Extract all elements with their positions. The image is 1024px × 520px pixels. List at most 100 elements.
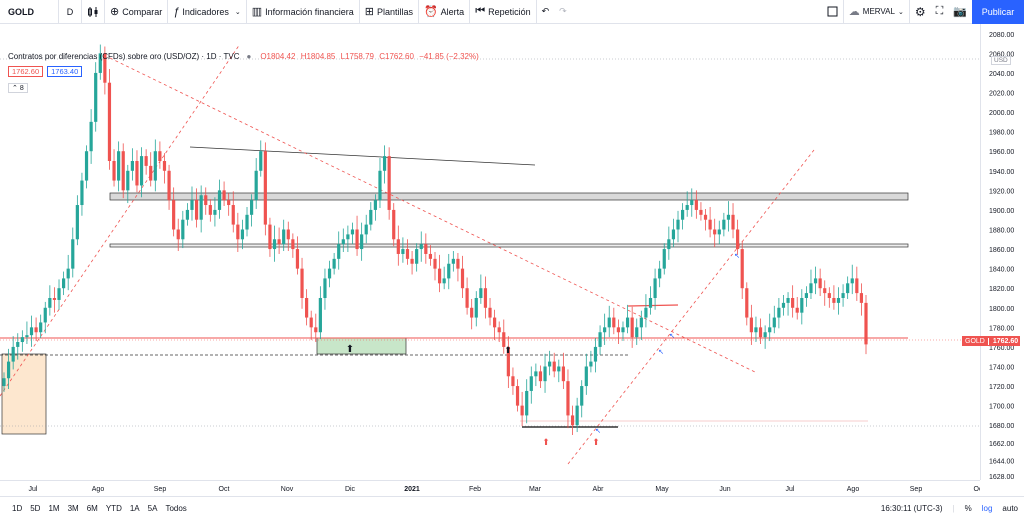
candle [295, 236, 300, 275]
candle-body [6, 361, 11, 379]
candle-body [538, 371, 543, 382]
candle [263, 142, 267, 236]
candle [598, 325, 602, 355]
candle-body [437, 268, 442, 284]
candle-body [204, 195, 208, 206]
red-marker-line[interactable] [627, 304, 679, 307]
candle-body [346, 234, 350, 240]
undo-button[interactable]: ↶ [537, 0, 555, 24]
time-axis[interactable]: Jul Ago Sep Oct Nov Dic 2021 Feb Mar Abr May Jun Jul… [0, 480, 983, 494]
percent-toggle[interactable]: % [964, 504, 972, 513]
separator [535, 0, 537, 24]
time-tick-label: Jun [719, 486, 730, 493]
range-button[interactable]: 1D [12, 504, 23, 513]
financials-button[interactable]: ▥ Información financiera [247, 0, 359, 24]
candle-body [772, 317, 776, 328]
range-button[interactable]: Todos [165, 504, 187, 513]
candle-body [855, 278, 859, 294]
range-button[interactable]: 3M [67, 504, 79, 513]
layout-button[interactable]: ☁ MERVAL ⌄ [844, 0, 909, 24]
support-zone[interactable] [109, 243, 909, 248]
compare-button[interactable]: ⊕ Comparar [105, 0, 167, 24]
auto-toggle[interactable]: auto [1002, 504, 1018, 513]
indicators-button[interactable]: ƒ Indicadores ⌄ [168, 0, 246, 24]
price-chart[interactable]: ⬆ ⬆ ⬆ ⬆ ↖ ↖ ↖ ↖ [0, 24, 980, 480]
range-button[interactable]: 5D [30, 504, 41, 513]
publish-button[interactable]: Publicar [972, 0, 1024, 24]
chart-type-button[interactable] [82, 0, 104, 24]
candle [121, 143, 125, 199]
eye-icon[interactable]: ● [246, 52, 252, 61]
price-axis[interactable]: 2080.00 2060.00 2040.00 2020.00 2000.00 1980.… [980, 24, 1024, 481]
candle [158, 141, 162, 169]
range-button[interactable]: 1A [129, 504, 140, 513]
candle [185, 203, 190, 226]
redo-button[interactable]: ↷ [554, 0, 572, 24]
candle [667, 226, 671, 260]
candle-body [89, 121, 93, 152]
range-button[interactable]: 6M [86, 504, 98, 513]
range-button[interactable]: 1M [48, 504, 60, 513]
candle-body [667, 239, 671, 250]
candle [662, 243, 666, 275]
fullscreen-square-button[interactable] [822, 0, 843, 24]
candle [153, 139, 157, 192]
candle-body [410, 258, 414, 264]
candle [644, 294, 648, 328]
base-zone[interactable] [1, 353, 47, 435]
candle [89, 109, 93, 164]
downtrend-line[interactable] [109, 57, 758, 374]
trendline-top[interactable] [189, 146, 536, 166]
separator [167, 0, 169, 24]
candle [327, 260, 332, 288]
resistance-zone[interactable] [109, 192, 909, 201]
templates-button[interactable]: ⊞ Plantillas [360, 0, 418, 24]
range-button[interactable]: YTD [105, 504, 122, 513]
candle-body [190, 200, 194, 210]
candle-body [534, 371, 538, 377]
candle-body [369, 209, 373, 225]
clock-time[interactable]: 16:30:11 (UTC-3) [880, 504, 943, 513]
last-price-tag: GOLD 1762.60 [962, 336, 1020, 346]
candle-body [249, 200, 254, 215]
replay-icon: ⏮ [475, 5, 486, 17]
currency-label[interactable]: USD [991, 56, 1011, 65]
uptrend-line-right[interactable] [567, 149, 815, 465]
candle [749, 304, 753, 345]
candle [419, 231, 423, 262]
price-tick-label: 1980.00 [989, 130, 1014, 137]
ask-price[interactable]: 1763.40 [47, 66, 83, 77]
candle [460, 255, 465, 298]
candle-body [736, 229, 740, 250]
alert-button[interactable]: ⏰ Alerta [419, 0, 469, 24]
bid-price[interactable]: 1762.60 [8, 66, 44, 77]
indicators-collapse-button[interactable]: ⌃ 8 [8, 83, 28, 93]
legend-title[interactable]: Contratos por diferencias (CFDs) sobre o… [8, 52, 240, 61]
price-tick-label: 1680.00 [989, 423, 1014, 430]
range-button[interactable]: 5A [147, 504, 158, 513]
change-value: −41.85 (−2.32%) [419, 52, 479, 61]
candle-body [282, 229, 286, 245]
candle [34, 317, 38, 342]
demand-zone[interactable] [316, 337, 407, 355]
candle [671, 218, 676, 248]
top-toolbar: GOLD D ⊕ Comparar ƒ Indicadores ⌄ ▥ Info… [0, 0, 1024, 24]
time-tick-label: Oc [974, 486, 980, 493]
fullscreen-button[interactable]: ⛶ [931, 0, 949, 24]
log-toggle[interactable]: log [981, 504, 993, 513]
chart-pane[interactable]: ⬆ ⬆ ⬆ ⬆ ↖ ↖ ↖ ↖ Contratos por diferencia… [0, 24, 980, 480]
candle [213, 197, 217, 227]
candle-body [337, 244, 341, 259]
candle [612, 307, 616, 335]
symbol-search-button[interactable]: GOLD [8, 6, 34, 17]
candle-body [832, 297, 836, 303]
blue-arrow-icon: ↖ [669, 333, 675, 340]
replay-button[interactable]: ⏮ Repetición [470, 0, 535, 24]
uptrend-line-left[interactable] [0, 43, 241, 397]
screenshot-button[interactable]: 📷 [948, 0, 972, 24]
settings-button[interactable]: ⚙ [910, 0, 931, 24]
candle [217, 179, 222, 219]
candle [249, 194, 254, 227]
interval-button[interactable]: D [66, 6, 74, 17]
candle [690, 188, 694, 217]
